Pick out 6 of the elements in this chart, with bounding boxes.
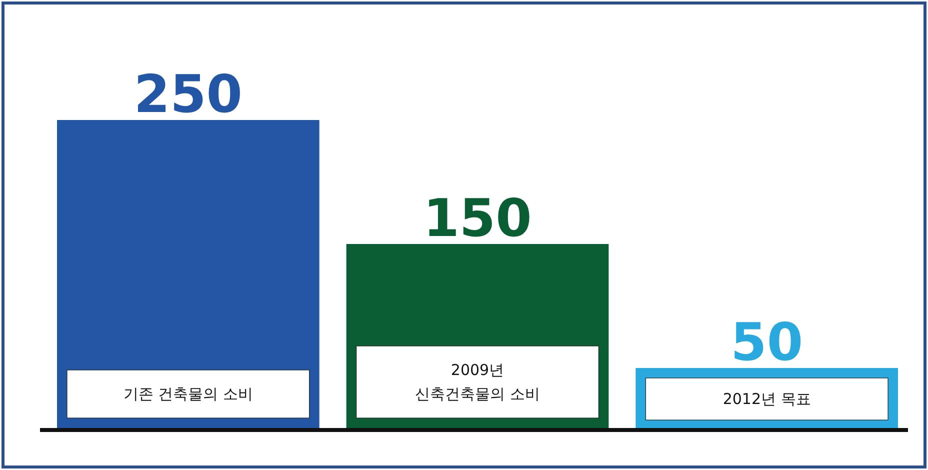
- x-tick-label: 기존 건축물의 소비: [123, 385, 253, 403]
- data-label: 250: [134, 65, 242, 125]
- x-tick-label: 2009년 신축건축물의 소비: [415, 361, 540, 403]
- data-label: 150: [423, 189, 532, 249]
- data-label: 50: [730, 313, 804, 373]
- x-tick-label: 2012년 목표: [722, 390, 811, 408]
